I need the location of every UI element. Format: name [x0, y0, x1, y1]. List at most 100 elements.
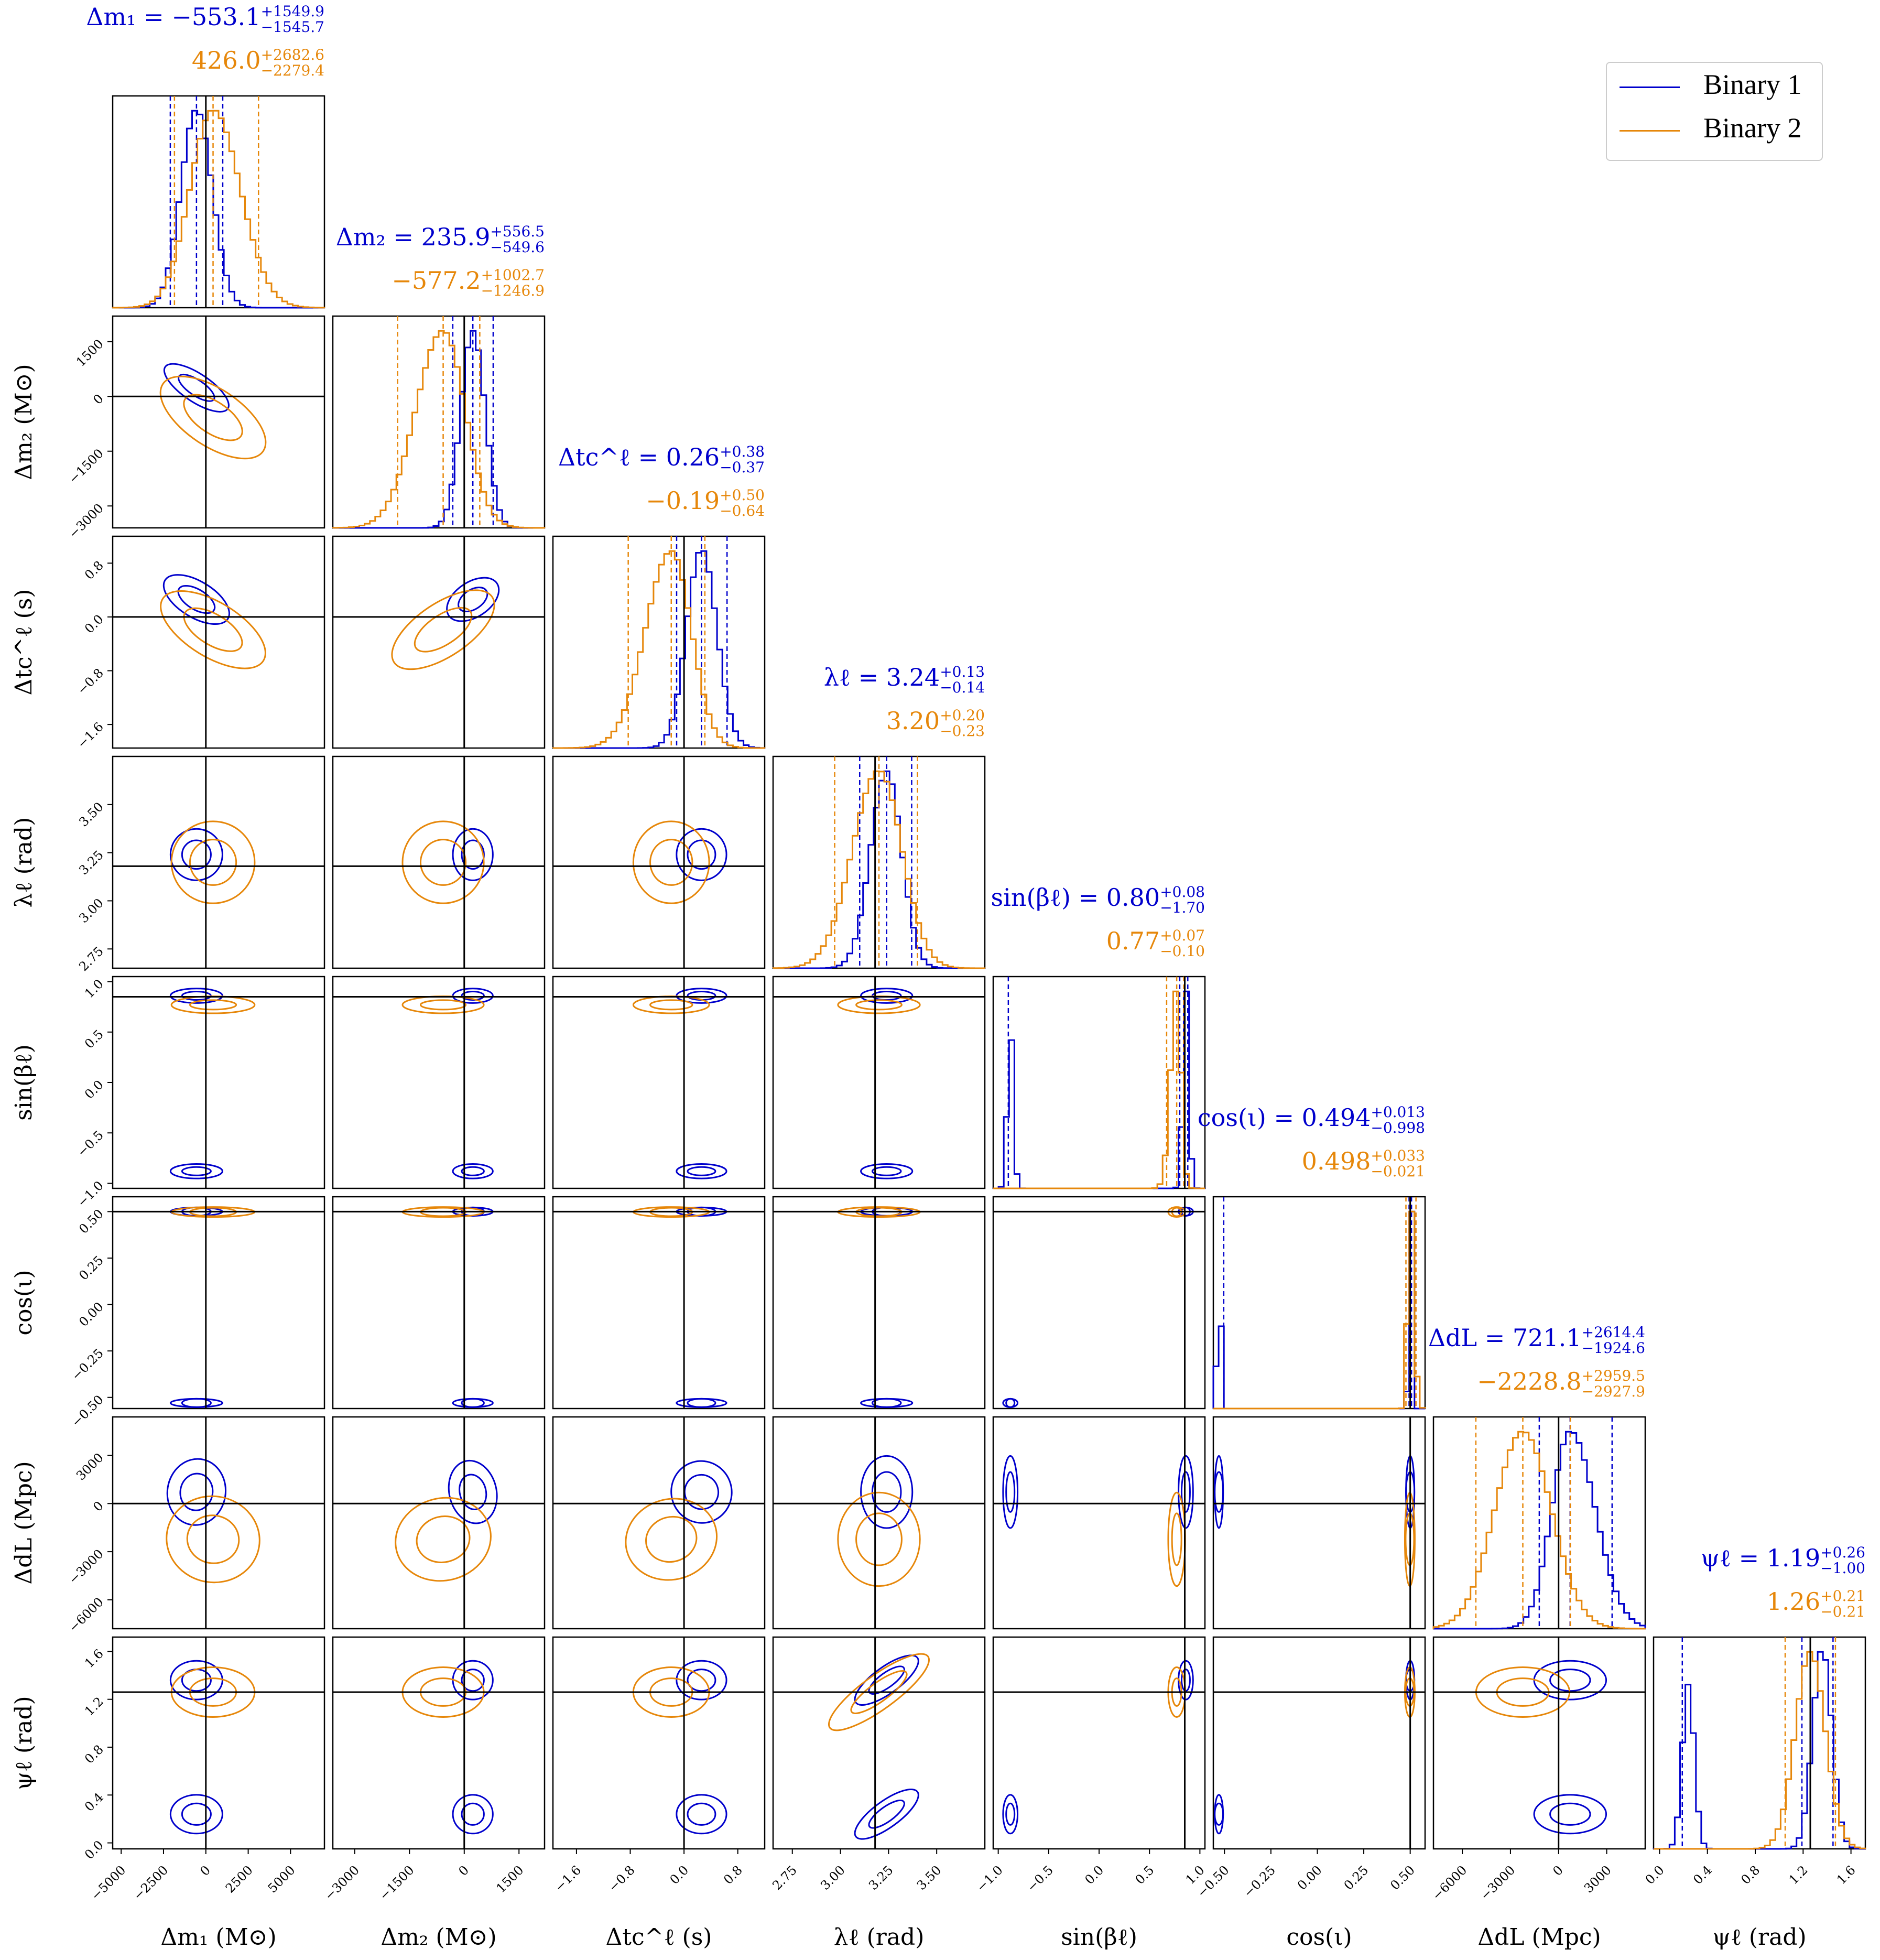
xtick-label-lam-2: 3.25	[866, 1862, 896, 1893]
xtick-label-dm1-2: 0	[197, 1862, 213, 1879]
legend-label-binary-2: Binary 2	[1703, 112, 1802, 144]
contour-dm1-lam-series-2-0-0	[189, 839, 237, 886]
contour-dm2-lam-series-1-0-1	[452, 828, 494, 881]
panel-frame-dm2-sinb	[332, 976, 546, 1189]
contour-dm1-ddl-series-2-0-1	[166, 1495, 260, 1584]
yaxis-label-sinb: sin(βℓ)	[10, 1044, 37, 1121]
panel-frame-dtc-ddl	[552, 1416, 766, 1630]
ytick-label-lam-2: 3.25	[76, 848, 106, 878]
contour-dm1-lam-series-1-0-1	[169, 828, 223, 881]
contour-sinb-ddl-series-1-1-1	[1002, 1455, 1019, 1529]
panel-frame-dtc-sinb	[552, 976, 766, 1189]
panel-frame-dm1-lam	[112, 755, 325, 969]
ytick-label-sinb-3: 0.5	[82, 1027, 106, 1052]
contour-ddl-psi-series-1-1-0	[1549, 1802, 1591, 1826]
xaxis-label-dm2: Δm₂ (M⊙)	[381, 1924, 496, 1951]
panel-frame-cosi-cosi	[1212, 1196, 1426, 1410]
ytick-label-dm2-0: −3000	[66, 501, 106, 541]
title-dm1-series-1: Δm₁ = −553.1 +1549.9 −1545.7	[86, 3, 324, 36]
xaxis-label-dm1: Δm₁ (M⊙)	[160, 1924, 276, 1951]
panel-frame-dm1-dtc	[112, 535, 325, 749]
contour-dtc-sinb-series-2-0-0	[649, 999, 693, 1011]
ytick-label-sinb-4: 1.0	[82, 977, 106, 1001]
contour-cosi-ddl-series-1-1-0	[1214, 1471, 1224, 1513]
contour-dm2-ddl-series-1-0-0	[459, 1474, 487, 1510]
xtick-label-dm1-3: 2500	[223, 1862, 256, 1896]
contour-lam-psi-series-1-1-1	[854, 1789, 919, 1840]
xtick-label-ddl-1: −3000	[1477, 1862, 1518, 1903]
title-lam-series-2: 3.20 +0.20 −0.23	[886, 707, 985, 740]
ytick-label-lam-3: 3.50	[76, 799, 106, 830]
contour-lam-cosi-series-1-1-1	[860, 1398, 914, 1408]
panel-frame-dm2-dm2	[332, 315, 546, 529]
xtick-label-dm2-1: −1500	[376, 1862, 417, 1903]
contour-cosi-ddl-series-1-1-1	[1214, 1455, 1224, 1529]
contour-dm2-sinb-series-1-0-0	[461, 991, 485, 1001]
xaxis-label-ddl: ΔdL (Mpc)	[1477, 1924, 1601, 1951]
panel-frame-dm2-ddl	[332, 1416, 546, 1630]
ytick-label-sinb-2: 0.0	[82, 1077, 106, 1102]
contour-dm1-dtc-series-2-0-1	[160, 590, 266, 669]
panel-frame-sinb-cosi	[992, 1196, 1206, 1410]
xtick-label-ddl-0: −6000	[1429, 1862, 1470, 1903]
ytick-label-ddl-3: 3000	[73, 1450, 106, 1483]
xaxis-label-sinb: sin(βℓ)	[1061, 1924, 1137, 1951]
contour-dm2-psi-series-1-0-1	[452, 1660, 494, 1701]
ytick-label-cosi-4: 0.50	[76, 1206, 106, 1237]
ytick-label-lam-0: 2.75	[76, 944, 106, 974]
yaxis-label-lam: λℓ (rad)	[10, 817, 37, 908]
hist-dm2-series-1	[333, 330, 545, 529]
xtick-label-lam-1: 3.00	[818, 1862, 848, 1893]
contour-sinb-psi-series-1-1-0	[1005, 1802, 1016, 1826]
legend-line-binary-2	[1620, 130, 1680, 132]
panel-frame-dm2-cosi	[332, 1196, 546, 1410]
title-dm2-series-1: Δm₂ = 235.9 +556.5 −549.6	[335, 223, 545, 256]
ytick-label-psi-4: 1.6	[82, 1646, 106, 1671]
contour-dm2-psi-series-1-1-1	[452, 1794, 494, 1835]
xtick-label-psi-4: 1.6	[1834, 1862, 1859, 1887]
title-sinb-series-1: sin(βℓ) = 0.80 +0.08 −1.70	[991, 883, 1205, 916]
xaxis-label-cosi: cos(ι)	[1286, 1924, 1352, 1951]
contour-dtc-ddl-series-1-0-1	[670, 1460, 733, 1524]
contour-lam-ddl-series-2-0-1	[837, 1491, 921, 1587]
panel-frame-dm2-dtc	[332, 535, 546, 749]
contour-dm1-sinb-series-2-0-0	[189, 999, 237, 1011]
xtick-label-dm2-3: 1500	[493, 1862, 526, 1896]
contour-dm1-cosi-series-1-1-1	[169, 1398, 223, 1408]
ytick-label-dm2-3: 1500	[73, 337, 106, 370]
contour-dm2-sinb-series-1-1-0	[461, 1166, 485, 1176]
ytick-label-cosi-2: 0.00	[76, 1300, 106, 1330]
hist-ddl-series-2	[1432, 1431, 1646, 1630]
panel-frame-dm1-cosi	[112, 1196, 325, 1410]
ytick-label-lam-1: 3.00	[76, 896, 106, 926]
yaxis-label-dm2: Δm₂ (M⊙)	[10, 364, 37, 480]
xtick-label-psi-2: 0.8	[1738, 1862, 1763, 1887]
hist-lam-series-1	[773, 770, 985, 969]
ytick-label-dtc-0: −1.6	[74, 719, 106, 751]
contour-ddl-psi-series-1-1-1	[1533, 1794, 1607, 1835]
contour-dtc-ddl-series-1-0-0	[683, 1474, 720, 1510]
contour-dm1-dm2-series-1-0-1	[163, 363, 230, 413]
xaxis-label-lam: λℓ (rad)	[834, 1924, 925, 1951]
panel-frame-dm1-psi	[112, 1636, 325, 1850]
contour-dtc-lam-series-2-0-1	[632, 820, 710, 904]
hist-dtc-series-1	[553, 550, 766, 749]
contour-dtc-lam-series-1-0-1	[676, 828, 727, 881]
hist-lam-series-2	[772, 770, 986, 969]
contour-cosi-psi-series-1-1-0	[1214, 1802, 1224, 1826]
contour-dm1-dm2-series-2-0-0	[183, 394, 243, 441]
title-lam-series-1: λℓ = 3.24 +0.13 −0.14	[823, 663, 985, 696]
contour-dm2-dtc-series-1-0-1	[446, 577, 500, 622]
panel-frame-sinb-ddl	[992, 1416, 1206, 1630]
contour-dm1-sinb-series-2-0-1	[170, 995, 256, 1014]
contour-dm1-ddl-series-2-0-0	[186, 1514, 240, 1564]
contour-dm2-lam-series-1-0-0	[461, 839, 485, 870]
contour-dm1-sinb-series-1-1-0	[181, 1166, 212, 1176]
hist-sinb-series-2	[993, 990, 1205, 1189]
contour-dtc-ddl-series-2-0-1	[625, 1498, 718, 1581]
xtick-label-cosi-4: 0.50	[1387, 1862, 1418, 1893]
contour-sinb-ddl-series-1-0-1	[1178, 1455, 1194, 1529]
contour-dm1-lam-series-1-0-0	[181, 839, 212, 870]
contour-dm2-psi-series-1-0-0	[461, 1669, 485, 1692]
contour-dm2-lam-series-2-0-0	[419, 839, 467, 886]
